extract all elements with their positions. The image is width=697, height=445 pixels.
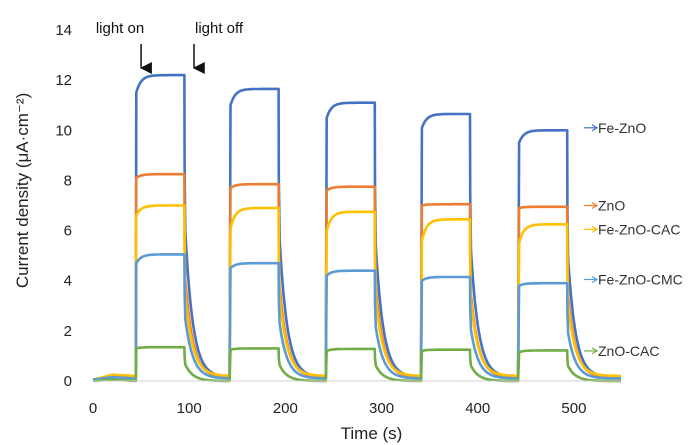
legend-arrowhead [591, 347, 599, 355]
series-line [92, 204, 622, 381]
series-line [92, 73, 622, 381]
y-tick-label: 6 [64, 223, 72, 240]
y-tick-label: 12 [55, 72, 72, 89]
y-tick-label: 2 [64, 323, 72, 340]
legend-entry: Fe-ZnO-CMC [584, 271, 683, 287]
legend: Fe-ZnO ZnO Fe-ZnO-CAC Fe-ZnO-CMC ZnO-CAC [584, 120, 683, 359]
legend-label: ZnO-CAC [598, 343, 659, 359]
legend-label: Fe-ZnO-CAC [598, 221, 680, 237]
y-tick-label: 8 [64, 172, 72, 189]
x-tick-labels: 0 100 200 300 400 500 [89, 400, 587, 417]
x-tick-label: 400 [465, 400, 490, 417]
annotations: light on light off [96, 20, 244, 74]
x-axis-title: Time (s) [341, 424, 403, 443]
legend-label: Fe-ZnO-CMC [598, 271, 683, 287]
x-tick-label: 300 [369, 400, 394, 417]
series-line [92, 345, 622, 383]
legend-entry: ZnO-CAC [584, 343, 659, 359]
legend-arrowhead [591, 124, 599, 132]
y-axis-title: Current density (μA·cm⁻²) [13, 93, 32, 288]
annotation-label: light on [96, 20, 144, 37]
x-tick-label: 100 [177, 400, 202, 417]
series-line [92, 253, 622, 381]
annotation-label: light off [195, 20, 244, 37]
y-tick-labels: 0 2 4 6 8 10 12 14 [55, 22, 72, 390]
y-tick-label: 10 [55, 122, 72, 139]
legend-label: Fe-ZnO [598, 120, 646, 136]
legend-arrowhead [591, 225, 599, 233]
series-layer [92, 73, 622, 383]
legend-arrowhead [591, 275, 599, 283]
x-tick-label: 200 [273, 400, 298, 417]
legend-entry: Fe-ZnO [584, 120, 646, 136]
legend-entry: ZnO [584, 198, 625, 214]
y-tick-label: 4 [64, 273, 72, 290]
legend-entry: Fe-ZnO-CAC [584, 221, 680, 237]
x-tick-label: 0 [89, 400, 97, 417]
y-tick-label: 0 [64, 373, 72, 390]
x-tick-label: 500 [561, 400, 586, 417]
legend-arrowhead [591, 201, 599, 210]
y-tick-label: 14 [55, 22, 72, 39]
legend-label: ZnO [598, 198, 625, 214]
